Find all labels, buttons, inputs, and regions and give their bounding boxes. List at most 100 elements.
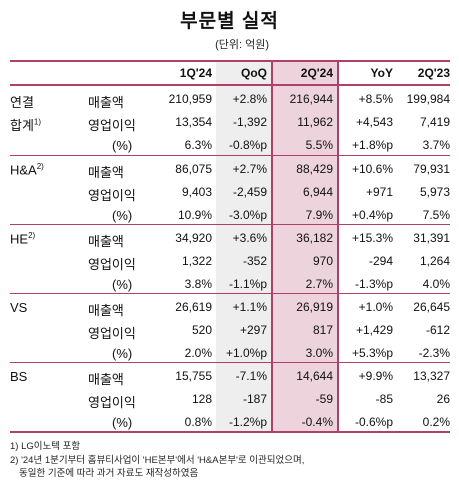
table-bottom-rule (10, 431, 450, 433)
table-cell: 15,755 (175, 369, 212, 383)
col-header-2q24: 2Q'24 (300, 66, 333, 80)
segment-name-line2: 합계 (10, 118, 34, 133)
metric-label: 영업이익 (88, 188, 136, 203)
table-cell: -1.3%p (354, 277, 393, 291)
metric-label: 영업이익 (88, 118, 136, 133)
footnote-3: 동일한 기준에 따라 과거 자료도 재작성하였음 (19, 468, 199, 479)
table-cell: 88,429 (296, 162, 333, 176)
table-header-rule (10, 84, 450, 86)
page-title: 부문별 실적 (180, 11, 279, 32)
table-cell: 5.5% (305, 138, 333, 152)
table-cell: +297 (239, 323, 267, 337)
table-cell: 5,973 (419, 185, 450, 199)
table-cell: -0.6%p (354, 415, 393, 429)
table-cell: +1,429 (355, 323, 393, 337)
table-cell: -294 (368, 254, 393, 268)
table-cell: +8.5% (358, 92, 393, 106)
table-cell: 26,645 (413, 300, 450, 314)
table-cell: 2.7% (305, 277, 333, 291)
table-cell: 10.9% (177, 208, 212, 222)
table-cell: 216,944 (289, 92, 333, 106)
table-cell: +1.8%p (351, 138, 393, 152)
metric-label: (%) (112, 277, 133, 292)
table-cell: 199,984 (406, 92, 450, 106)
table-cell: +10.6% (351, 162, 393, 176)
table-cell: 2.0% (184, 346, 212, 360)
metric-label: 매출액 (88, 165, 124, 180)
segment-name: BS (10, 369, 28, 384)
table-cell: 26 (436, 392, 450, 406)
table-cell: 31,391 (413, 231, 450, 245)
table-cell: -1.1%p (228, 277, 267, 291)
segment-label: H&A2) (10, 162, 44, 177)
table-row: (%) 10.9% -3.0%p 7.9% +0.4%p 7.5% (0, 208, 459, 228)
table-cell: -7.1% (235, 369, 267, 383)
qoq-column-shade (216, 60, 271, 432)
col-header-1q24: 1Q'24 (179, 66, 212, 80)
table-cell: +3.6% (232, 231, 267, 245)
footnote-2: 2) '24년 1분기부터 홈뷰티사업이 'HE본부'에서 'H&A본부'로 이… (10, 455, 305, 466)
table-cell: 4.0% (422, 277, 450, 291)
table-cell: 0.2% (422, 415, 450, 429)
table-top-rule (10, 60, 450, 62)
table-cell: -0.8%p (228, 138, 267, 152)
table-cell: 6.3% (184, 138, 212, 152)
segment-label: VS (10, 300, 27, 315)
table-cell: -3.0%p (228, 208, 267, 222)
metric-label: 매출액 (88, 95, 124, 110)
table-row: 영업이익 520 +297 817 +1,429 -612 (0, 323, 459, 343)
table-cell: 36,182 (296, 231, 333, 245)
segment-name: HE (10, 231, 29, 247)
table-cell: +1.0%p (225, 346, 267, 360)
table-cell: 13,327 (413, 369, 450, 383)
table-cell: +1.0% (358, 300, 393, 314)
table-row: 매출액 26,619 +1.1% 26,919 +1.0% 26,645 (0, 300, 459, 320)
metric-label: 영업이익 (88, 395, 136, 410)
table-cell: -0.4% (301, 415, 333, 429)
table-row: 영업이익 9,403 -2,459 6,944 +971 5,973 (0, 185, 459, 205)
table-cell: +1.1% (232, 300, 267, 314)
table-cell: 7.9% (305, 208, 333, 222)
table-cell: 128 (191, 392, 212, 406)
table-cell: 9,403 (181, 185, 212, 199)
current-quarter-highlight (271, 60, 339, 432)
table-row: (%) 2.0% +1.0%p 3.0% +5.3%p -2.3% (0, 346, 459, 366)
table-cell: -2.3% (418, 346, 450, 360)
metric-label: (%) (112, 346, 133, 361)
segment-footnote-mark: 1) (33, 117, 42, 127)
table-cell: 34,920 (175, 231, 212, 245)
table-row: 매출액 34,920 +3.6% 36,182 +15.3% 31,391 (0, 231, 459, 251)
col-header-qoq: QoQ (241, 66, 267, 80)
table-cell: +9.9% (358, 369, 393, 383)
table-row: 영업이익 13,354 -1,392 11,962 +4,543 7,419 (0, 115, 459, 135)
col-header-yoy: YoY (370, 66, 393, 80)
segment-name: 연결 (10, 95, 34, 110)
footnote-1: 1) LG이노텍 포함 (10, 441, 81, 452)
table-cell: -85 (375, 392, 393, 406)
table-cell: 86,075 (175, 162, 212, 176)
table-cell: 3.8% (184, 277, 212, 291)
table-row: 매출액 15,755 -7.1% 14,644 +9.9% 13,327 (0, 369, 459, 389)
table-cell: 3.7% (422, 138, 450, 152)
segment-label: HE2) (10, 231, 35, 246)
table-cell: -612 (425, 323, 450, 337)
table-cell: 817 (312, 323, 333, 337)
table-cell: 6,944 (302, 185, 333, 199)
metric-label: 영업이익 (88, 326, 136, 341)
metric-label: (%) (112, 415, 133, 430)
table-cell: 11,962 (297, 115, 333, 129)
metric-label: 매출액 (88, 303, 124, 318)
segment-name: H&A (10, 162, 37, 178)
section-divider (10, 155, 450, 156)
segment-label: 연결 (10, 92, 34, 111)
table-row: (%) 0.8% -1.2%p -0.4% -0.6%p 0.2% (0, 415, 459, 435)
table-cell: 520 (191, 323, 212, 337)
table-row: 매출액 210,959 +2.8% 216,944 +8.5% 199,984 (0, 92, 459, 112)
table-cell: -187 (242, 392, 267, 406)
table-cell: 13,354 (175, 115, 212, 129)
table-cell: +4,543 (355, 115, 393, 129)
table-cell: -352 (242, 254, 267, 268)
metric-label: 매출액 (88, 372, 124, 387)
table-cell: +0.4%p (351, 208, 393, 222)
section-divider (10, 362, 450, 363)
